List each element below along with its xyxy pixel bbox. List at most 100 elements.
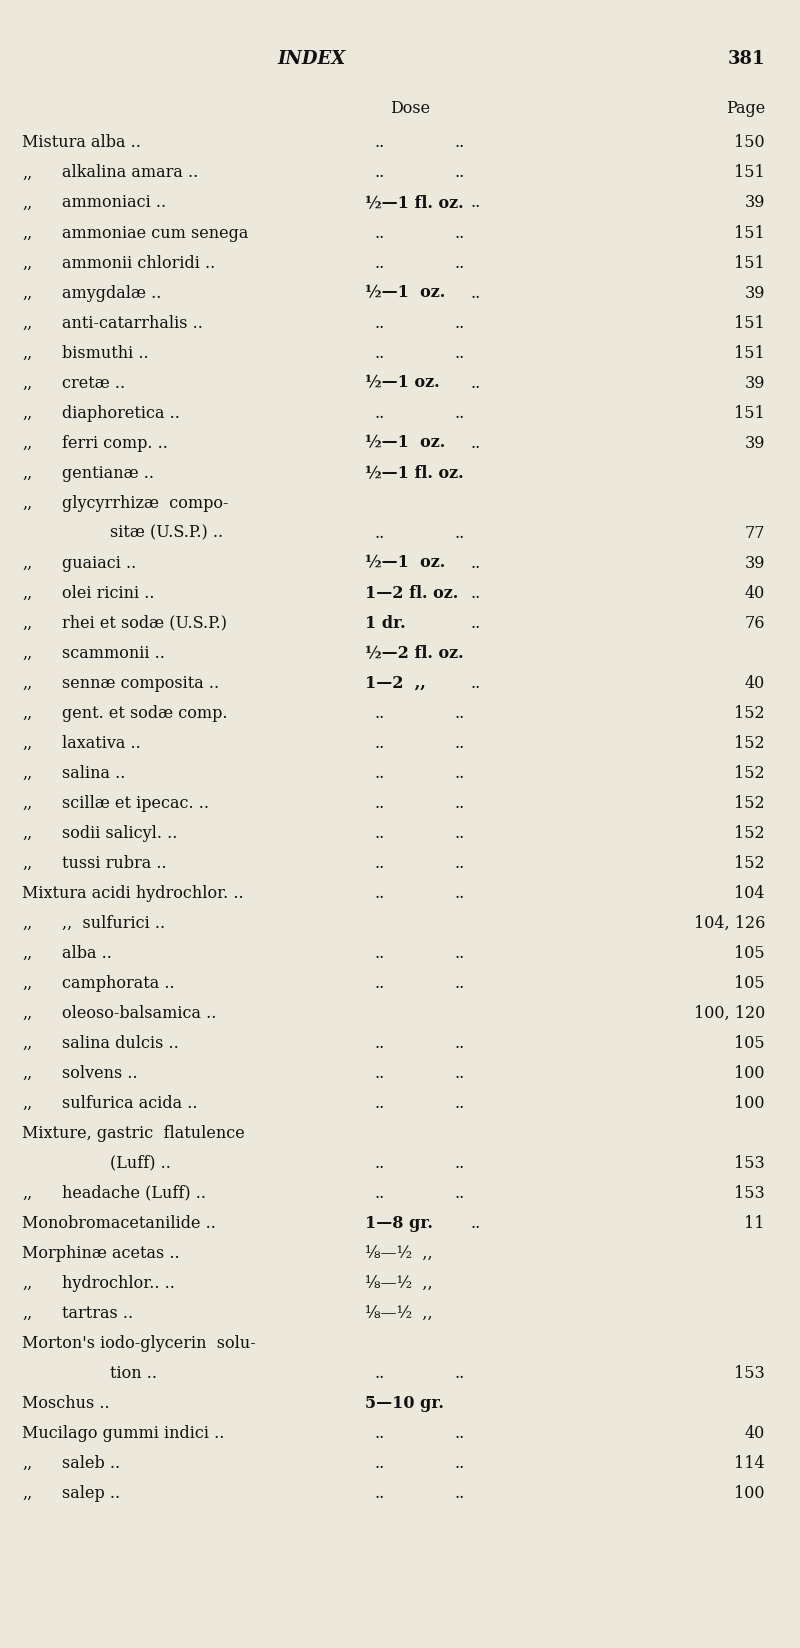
Text: 1—8 gr.: 1—8 gr. [365, 1215, 433, 1231]
Text: solvens ..: solvens .. [62, 1065, 138, 1081]
Text: ,,: ,, [22, 765, 32, 781]
Text: ,,: ,, [22, 254, 32, 272]
Text: 151: 151 [734, 344, 765, 361]
Text: ..: .. [470, 554, 480, 572]
Text: ..: .. [455, 704, 466, 722]
Text: diaphoretica ..: diaphoretica .. [62, 404, 180, 422]
Text: ,,: ,, [22, 165, 32, 181]
Text: olei ricini ..: olei ricini .. [62, 583, 154, 602]
Text: 39: 39 [745, 194, 765, 211]
Text: ..: .. [375, 135, 386, 152]
Text: Morphinæ acetas ..: Morphinæ acetas .. [22, 1244, 180, 1261]
Text: ,,: ,, [22, 1183, 32, 1201]
Text: ..: .. [375, 165, 386, 181]
Text: ½—1  oz.: ½—1 oz. [365, 554, 446, 572]
Text: sodii salicyl. ..: sodii salicyl. .. [62, 824, 178, 840]
Text: 151: 151 [734, 315, 765, 331]
Text: (Luff) ..: (Luff) .. [110, 1154, 171, 1170]
Text: ½—1 fl. oz.: ½—1 fl. oz. [365, 465, 464, 481]
Text: scammonii ..: scammonii .. [62, 644, 165, 661]
Text: ..: .. [455, 854, 466, 872]
Text: 151: 151 [734, 254, 765, 272]
Text: 152: 152 [734, 733, 765, 751]
Text: ,,: ,, [22, 1483, 32, 1501]
Text: ..: .. [455, 1483, 466, 1501]
Text: 77: 77 [745, 524, 765, 541]
Text: ..: .. [455, 1363, 466, 1381]
Text: tartras ..: tartras .. [62, 1304, 133, 1320]
Text: glycyrrhizæ  compo-: glycyrrhizæ compo- [62, 494, 229, 511]
Text: ..: .. [470, 674, 480, 691]
Text: 100, 120: 100, 120 [694, 1004, 765, 1020]
Text: 39: 39 [745, 433, 765, 452]
Text: 40: 40 [745, 674, 765, 691]
Text: laxativa ..: laxativa .. [62, 733, 141, 751]
Text: 152: 152 [734, 704, 765, 722]
Text: ,,: ,, [22, 315, 32, 331]
Text: 100: 100 [734, 1483, 765, 1501]
Text: INDEX: INDEX [278, 49, 346, 68]
Text: ..: .. [375, 974, 386, 990]
Text: ,,: ,, [22, 224, 32, 241]
Text: ⅛—½  ,,: ⅛—½ ,, [365, 1274, 433, 1290]
Text: 40: 40 [745, 1424, 765, 1440]
Text: ,,: ,, [22, 554, 32, 572]
Text: 11: 11 [745, 1215, 765, 1231]
Text: 76: 76 [745, 615, 765, 631]
Text: ..: .. [375, 1033, 386, 1051]
Text: ..: .. [375, 794, 386, 811]
Text: alkalina amara ..: alkalina amara .. [62, 165, 198, 181]
Text: ,,: ,, [22, 615, 32, 631]
Text: 1—2 fl. oz.: 1—2 fl. oz. [365, 583, 458, 602]
Text: salina ..: salina .. [62, 765, 126, 781]
Text: ,,: ,, [22, 404, 32, 422]
Text: Mixtura acidi hydrochlor. ..: Mixtura acidi hydrochlor. .. [22, 883, 244, 901]
Text: 100: 100 [734, 1094, 765, 1111]
Text: ..: .. [455, 794, 466, 811]
Text: ..: .. [375, 254, 386, 272]
Text: ,,  sulfurici ..: ,, sulfurici .. [62, 915, 165, 931]
Text: ..: .. [455, 315, 466, 331]
Text: ..: .. [375, 883, 386, 901]
Text: headache (Luff) ..: headache (Luff) .. [62, 1183, 206, 1201]
Text: ,,: ,, [22, 1274, 32, 1290]
Text: sennæ composita ..: sennæ composita .. [62, 674, 219, 691]
Text: ..: .. [375, 1483, 386, 1501]
Text: ⅛—½  ,,: ⅛—½ ,, [365, 1244, 433, 1261]
Text: ferri comp. ..: ferri comp. .. [62, 433, 168, 452]
Text: 151: 151 [734, 404, 765, 422]
Text: 39: 39 [745, 374, 765, 391]
Text: ..: .. [375, 344, 386, 361]
Text: salina dulcis ..: salina dulcis .. [62, 1033, 178, 1051]
Text: sitæ (U.S.P.) ..: sitæ (U.S.P.) .. [110, 524, 223, 541]
Text: Morton's iodo-glycerin  solu-: Morton's iodo-glycerin solu- [22, 1333, 256, 1351]
Text: cretæ ..: cretæ .. [62, 374, 125, 391]
Text: ,,: ,, [22, 285, 32, 302]
Text: alba ..: alba .. [62, 944, 112, 961]
Text: ammoniaci ..: ammoniaci .. [62, 194, 166, 211]
Text: ,,: ,, [22, 644, 32, 661]
Text: ..: .. [375, 404, 386, 422]
Text: bismuthi ..: bismuthi .. [62, 344, 149, 361]
Text: ..: .. [455, 1183, 466, 1201]
Text: gent. et sodæ comp.: gent. et sodæ comp. [62, 704, 227, 722]
Text: ..: .. [455, 165, 466, 181]
Text: ..: .. [470, 615, 480, 631]
Text: ..: .. [375, 1094, 386, 1111]
Text: ..: .. [455, 1094, 466, 1111]
Text: 151: 151 [734, 165, 765, 181]
Text: anti-catarrhalis ..: anti-catarrhalis .. [62, 315, 203, 331]
Text: tussi rubra ..: tussi rubra .. [62, 854, 166, 872]
Text: Mixture, gastric  flatulence: Mixture, gastric flatulence [22, 1124, 245, 1140]
Text: ..: .. [455, 1424, 466, 1440]
Text: Dose: Dose [390, 101, 430, 117]
Text: ,,: ,, [22, 854, 32, 872]
Text: 152: 152 [734, 794, 765, 811]
Text: hydrochlor.. ..: hydrochlor.. .. [62, 1274, 175, 1290]
Text: 150: 150 [734, 135, 765, 152]
Text: 152: 152 [734, 854, 765, 872]
Text: ammonii chloridi ..: ammonii chloridi .. [62, 254, 215, 272]
Text: ..: .. [455, 1454, 466, 1470]
Text: 114: 114 [734, 1454, 765, 1470]
Text: 105: 105 [734, 974, 765, 990]
